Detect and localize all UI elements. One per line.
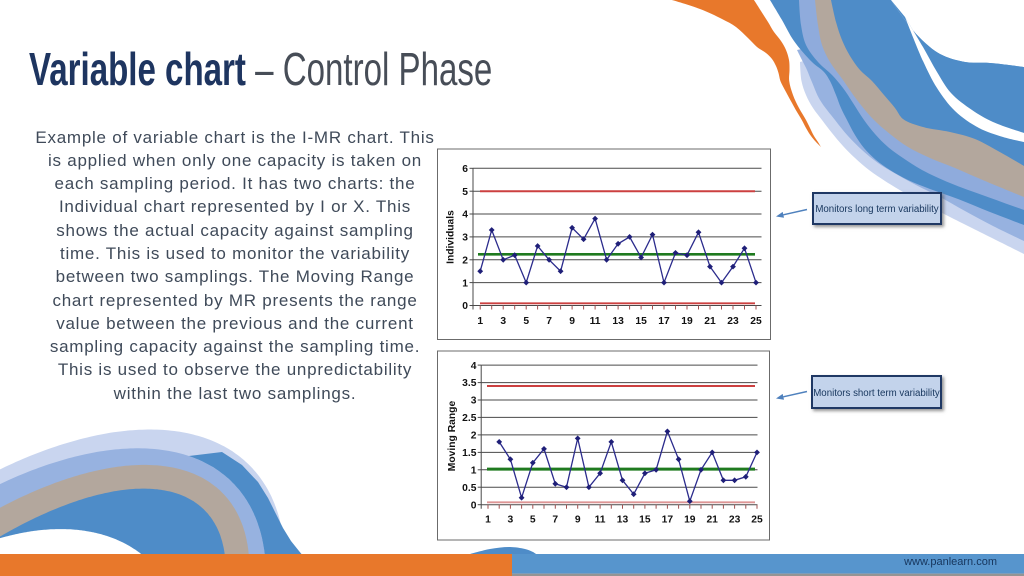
- svg-text:21: 21: [706, 515, 718, 526]
- svg-text:1: 1: [477, 316, 483, 327]
- svg-text:1: 1: [471, 466, 477, 477]
- svg-text:17: 17: [658, 316, 670, 327]
- svg-text:0.5: 0.5: [462, 483, 477, 494]
- svg-text:7: 7: [546, 316, 552, 327]
- svg-text:2.5: 2.5: [462, 413, 477, 424]
- svg-text:23: 23: [727, 316, 739, 327]
- svg-text:3.5: 3.5: [462, 378, 477, 389]
- svg-text:15: 15: [635, 316, 647, 327]
- svg-text:15: 15: [639, 515, 651, 526]
- svg-text:2: 2: [462, 256, 468, 267]
- svg-text:19: 19: [684, 515, 696, 526]
- svg-text:3: 3: [500, 316, 506, 327]
- svg-text:5: 5: [523, 316, 529, 327]
- svg-text:7: 7: [552, 515, 558, 526]
- svg-text:1: 1: [485, 515, 491, 526]
- svg-text:Individuals: Individuals: [446, 210, 457, 264]
- svg-text:25: 25: [750, 316, 762, 327]
- svg-text:5: 5: [530, 515, 536, 526]
- svg-text:25: 25: [751, 515, 763, 526]
- svg-text:1: 1: [462, 278, 468, 289]
- svg-text:3: 3: [471, 396, 477, 407]
- svg-text:19: 19: [681, 316, 693, 327]
- svg-text:4: 4: [471, 361, 477, 372]
- svg-text:21: 21: [704, 316, 716, 327]
- svg-text:5: 5: [462, 187, 468, 198]
- svg-text:17: 17: [662, 515, 674, 526]
- svg-text:13: 13: [612, 316, 624, 327]
- svg-text:6: 6: [462, 164, 468, 175]
- svg-text:4: 4: [462, 210, 468, 221]
- svg-text:1.5: 1.5: [462, 448, 477, 459]
- svg-text:23: 23: [729, 515, 741, 526]
- svg-text:11: 11: [590, 316, 601, 327]
- svg-text:11: 11: [595, 515, 606, 526]
- svg-text:2: 2: [471, 431, 477, 442]
- svg-text:3: 3: [508, 515, 514, 526]
- svg-text:9: 9: [575, 515, 581, 526]
- svg-text:0: 0: [471, 500, 477, 511]
- svg-text:9: 9: [569, 316, 575, 327]
- svg-text:13: 13: [617, 515, 629, 526]
- svg-text:3: 3: [462, 233, 468, 244]
- svg-text:Moving Range: Moving Range: [447, 401, 458, 472]
- svg-text:0: 0: [462, 301, 468, 312]
